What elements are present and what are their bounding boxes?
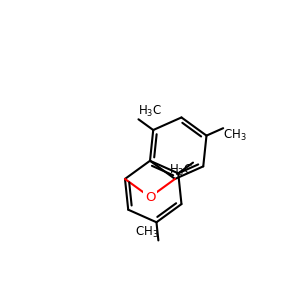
Text: CH$_3$: CH$_3$ [223, 128, 247, 143]
Text: O: O [145, 190, 155, 204]
Text: CH$_3$: CH$_3$ [135, 225, 158, 240]
Text: H$_3$C: H$_3$C [169, 163, 193, 178]
Text: H$_3$C: H$_3$C [139, 104, 163, 119]
